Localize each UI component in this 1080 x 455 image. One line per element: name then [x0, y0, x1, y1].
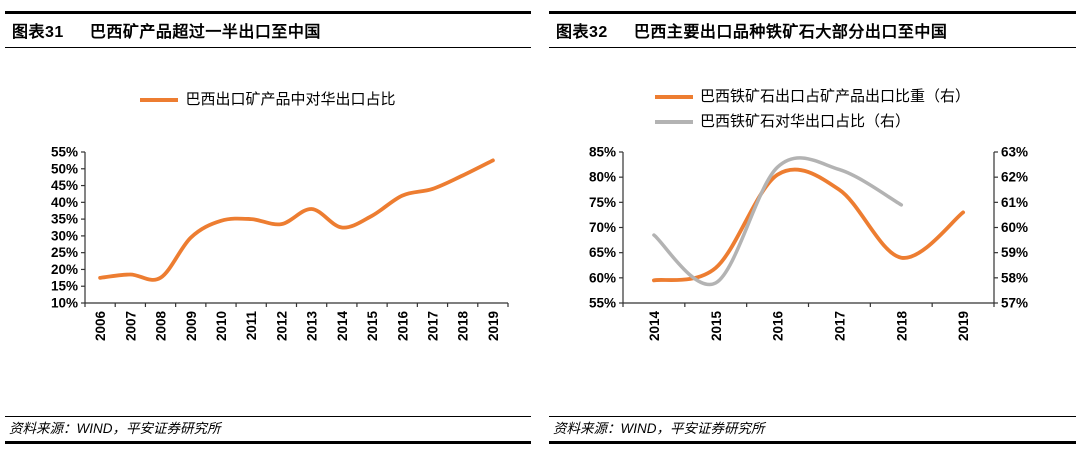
x-axis-tick-label: 2019 — [486, 311, 501, 341]
chart-legend: 巴西出口矿产品中对华出口占比 — [5, 90, 531, 110]
figure-number: 图表32 — [556, 24, 608, 41]
figure-title: 巴西矿产品超过一半出口至中国 — [89, 24, 321, 41]
line-chart-export-share: 55%50% 45% 40% 35%30% 25% 20% 15% 10% 2006 2007 20… — [51, 145, 509, 342]
x-axis-tick-label: 2007 — [123, 311, 138, 341]
y-axis-tick-label: 57% — [1001, 296, 1028, 311]
y-axis-tick-label: 20% — [51, 262, 78, 277]
legend-item: 巴西铁矿石对华出口占比（右） — [655, 112, 910, 132]
legend-line-swatch — [140, 98, 179, 102]
legend-label: 巴西铁矿石对华出口占比（右） — [700, 113, 911, 130]
x-axis-tick-label: 2015 — [709, 311, 724, 342]
x-axis-tick-label: 2013 — [305, 311, 320, 342]
y-axis-tick-label: 40% — [51, 195, 78, 210]
x-axis-tick-label: 2012 — [274, 311, 289, 341]
legend-label: 巴西出口矿产品中对华出口占比 — [185, 91, 396, 108]
y-axis-tick-label: 80% — [589, 170, 616, 185]
y-axis-left — [619, 151, 624, 304]
x-axis — [622, 302, 995, 307]
y-axis-tick-label: 59% — [1001, 245, 1028, 260]
y-axis-tick-label: 63% — [1001, 145, 1028, 160]
legend-item: 巴西出口矿产品中对华出口占比 — [140, 90, 396, 110]
y-axis-tick-label: 61% — [1001, 195, 1028, 210]
legend-line-swatch — [655, 120, 693, 124]
x-axis-tick-label: 2014 — [647, 311, 662, 342]
x-axis-tick-label: 2016 — [395, 311, 410, 342]
legend-item: 巴西铁矿石出口占矿产品出口比重（右） — [655, 87, 970, 107]
panel-title-bar: 图表32 巴西主要出口品种铁矿石大部分出口至中国 — [549, 11, 1076, 48]
y-axis-right — [993, 151, 998, 304]
x-axis-tick-label: 2017 — [832, 311, 847, 341]
source-note: 资料来源：WIND，平安证券研究所 — [5, 416, 531, 444]
x-axis-tick-label: 2009 — [184, 311, 199, 341]
legend-line-swatch — [655, 95, 693, 99]
line-series-1 — [652, 156, 904, 287]
legend-label: 巴西铁矿石出口占矿产品出口比重（右） — [700, 88, 971, 105]
x-axis-tick-label: 2006 — [93, 311, 108, 342]
y-axis-tick-label: 60% — [589, 270, 616, 285]
source-note: 资料来源：WIND，平安证券研究所 — [549, 416, 1076, 444]
x-axis-tick-label: 2010 — [214, 311, 229, 341]
y-axis-tick-label: 10% — [51, 296, 78, 311]
x-axis — [84, 302, 509, 307]
y-axis-tick-label: 45% — [51, 178, 78, 193]
line-series-0 — [98, 158, 495, 282]
y-axis-left — [81, 151, 86, 304]
y-axis-tick-label: 50% — [51, 161, 78, 176]
y-axis-tick-label: 65% — [589, 245, 616, 260]
x-axis-tick-label: 2011 — [244, 311, 259, 341]
chart-panel-32: 图表32 巴西主要出口品种铁矿石大部分出口至中国 巴西铁矿石出口占矿产品出口比重（… — [549, 0, 1076, 455]
y-axis-tick-label: 30% — [51, 228, 78, 243]
x-axis-tick-label: 2014 — [335, 311, 350, 342]
y-axis-tick-label: 55% — [589, 296, 616, 311]
y-axis-tick-label: 75% — [589, 195, 616, 210]
line-series-0 — [652, 167, 965, 283]
line-chart-iron-ore: 85% 80% 75% 70% 65% 60% 55% 63% 62% 61% 60% 59% 58% 5… — [589, 145, 1028, 342]
x-axis-tick-label: 2008 — [154, 311, 169, 342]
y-axis-tick-label: 85% — [589, 145, 616, 160]
chart-legend: 巴西铁矿石出口占矿产品出口比重（右） 巴西铁矿石对华出口占比（右） — [549, 87, 1076, 132]
y-axis-tick-label: 62% — [1001, 170, 1028, 185]
y-axis-tick-label: 58% — [1001, 270, 1028, 285]
x-axis-tick-label: 2016 — [771, 311, 786, 342]
x-axis-tick-label: 2019 — [956, 311, 971, 341]
y-axis-tick-label: 15% — [51, 279, 78, 294]
x-axis-tick-label: 2017 — [425, 311, 440, 341]
panel-title-bar: 图表31 巴西矿产品超过一半出口至中国 — [5, 11, 531, 48]
x-axis-tick-label: 2018 — [894, 311, 909, 342]
y-axis-tick-label: 55% — [51, 145, 78, 160]
chart-panel-31: 图表31 巴西矿产品超过一半出口至中国 巴西出口矿产品中对华出口占比 55% 50%… — [5, 0, 531, 455]
figure-title: 巴西主要出口品种铁矿石大部分出口至中国 — [633, 24, 948, 41]
x-axis-tick-label: 2015 — [365, 311, 380, 342]
figure-number: 图表31 — [12, 24, 64, 41]
x-axis-tick-label: 2018 — [456, 311, 471, 342]
y-axis-tick-label: 60% — [1001, 220, 1028, 235]
y-axis-tick-label: 35% — [51, 212, 78, 227]
y-axis-tick-label: 25% — [51, 245, 78, 260]
y-axis-tick-label: 70% — [589, 220, 616, 235]
